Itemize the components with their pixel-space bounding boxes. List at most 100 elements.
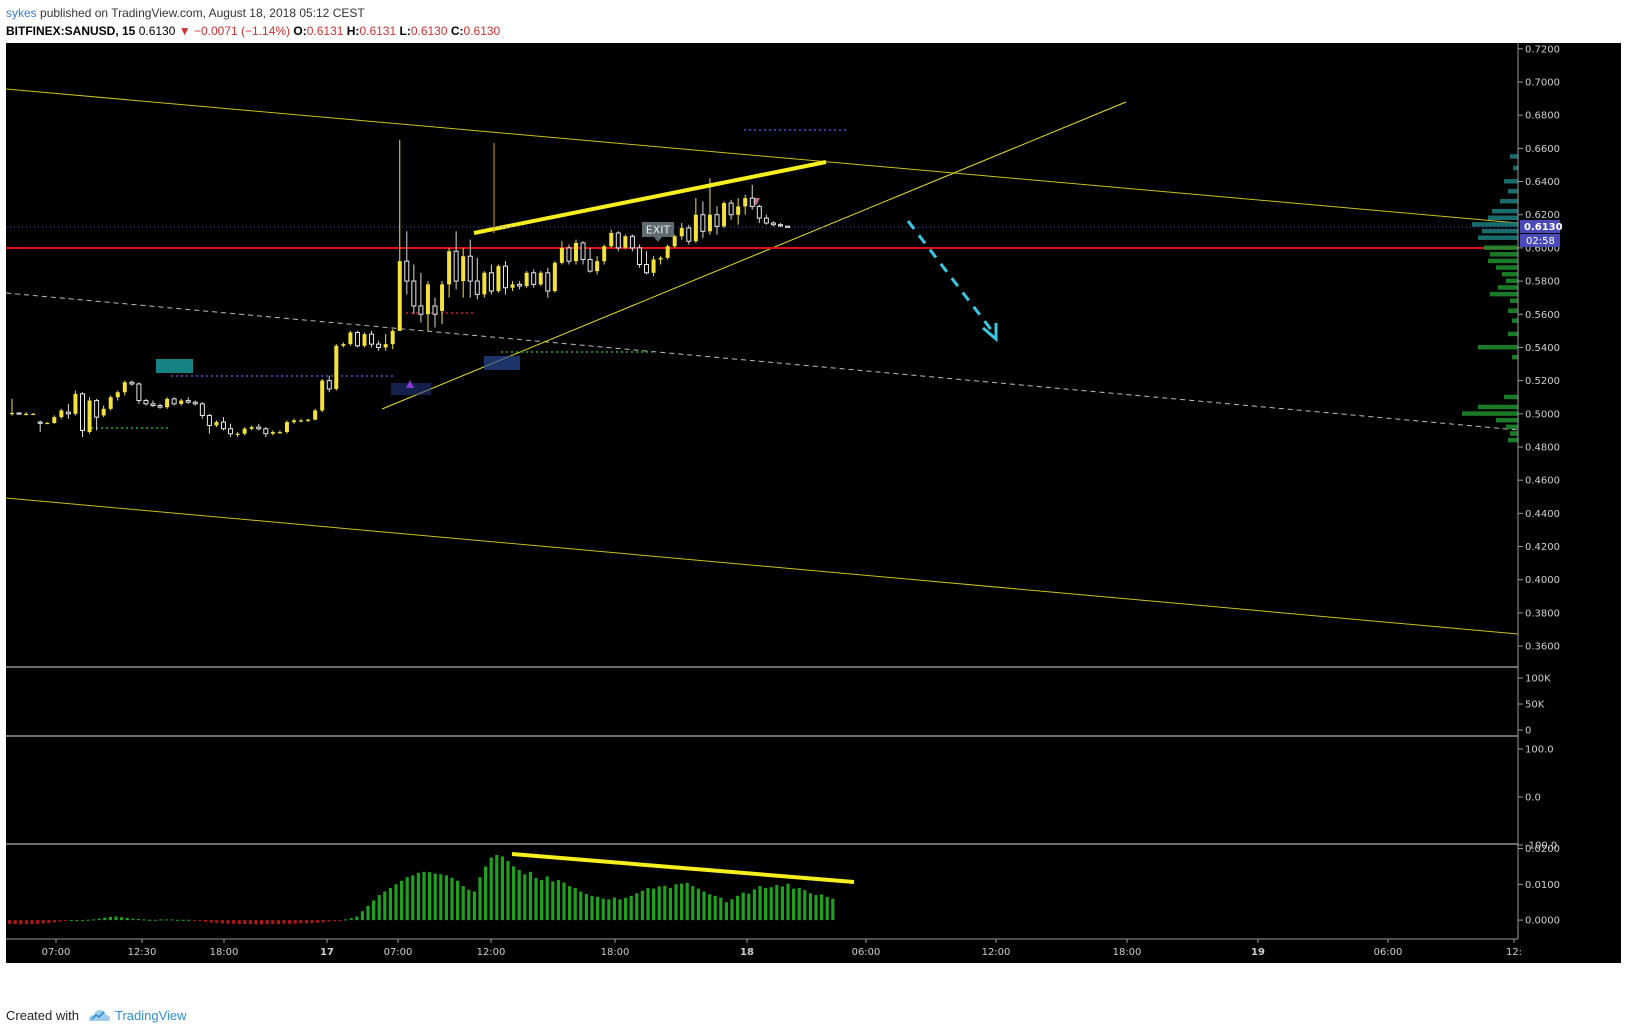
candle — [115, 390, 120, 401]
candle — [440, 281, 445, 325]
candle — [299, 418, 304, 423]
price-tick-label: 0.5400 — [1525, 343, 1560, 354]
candle — [510, 281, 515, 292]
volume-profile-bar — [1502, 271, 1518, 277]
histogram-bar — [170, 919, 174, 921]
histogram-bar — [260, 920, 264, 925]
candle-body — [728, 202, 734, 216]
candle — [348, 330, 353, 346]
histogram-bar — [668, 887, 672, 921]
histogram-bar — [825, 896, 829, 921]
teal-signal-box[interactable] — [156, 359, 193, 373]
histogram-bar — [528, 871, 532, 921]
histogram-pane[interactable] — [8, 855, 835, 925]
histogram-bar — [265, 920, 269, 925]
drawings-layer: EXIT — [6, 88, 1518, 635]
tradingview-logo-icon — [88, 1010, 110, 1021]
close-label: C: — [450, 24, 464, 38]
histogram-bar — [500, 856, 504, 921]
candle-body — [700, 214, 706, 232]
histogram-bar — [80, 920, 84, 922]
candle — [665, 244, 670, 260]
oscillator-tick-label: 100.0 — [1525, 745, 1554, 756]
histogram-bar — [299, 920, 303, 924]
candle-body — [192, 401, 198, 405]
forecast-arrow-line[interactable] — [906, 220, 998, 337]
countdown-badge-text: 02:58 — [1526, 236, 1555, 247]
candle-body — [242, 428, 247, 434]
histogram-bar — [573, 887, 577, 921]
channel-lower-line[interactable] — [6, 497, 1518, 635]
histogram-bar — [64, 920, 68, 922]
symbol-label[interactable]: BITFINEX:SANUSD, 15 — [6, 24, 136, 38]
blue-zone-box-mid — [484, 356, 520, 370]
exit-label[interactable]: EXIT — [642, 222, 674, 242]
publish-info: published on TradingView.com, August 18,… — [40, 6, 365, 20]
channel-mid-dashed-line[interactable] — [6, 292, 1518, 431]
candle-body — [679, 227, 684, 237]
channel-upper-line[interactable] — [6, 88, 1518, 224]
candle-body — [313, 410, 318, 420]
histogram-bar — [92, 919, 96, 921]
candle — [686, 224, 692, 245]
histogram-bar — [103, 917, 107, 921]
histogram-bar — [556, 880, 560, 921]
candle — [595, 256, 600, 275]
candle-body — [320, 380, 325, 411]
candle-body — [440, 284, 445, 311]
candle-body — [299, 420, 304, 422]
histogram-bar — [730, 899, 734, 921]
candle — [101, 405, 106, 418]
candle — [320, 378, 325, 413]
candle — [354, 330, 360, 348]
candle — [242, 427, 247, 436]
candle — [235, 432, 240, 438]
ohlc-values: O:0.6131 H:0.6131 L:0.6130 C:0.6130 — [293, 24, 500, 38]
histogram-bar — [439, 874, 443, 921]
candle-body — [10, 412, 14, 415]
candle — [228, 423, 234, 438]
tradingview-brand-link[interactable]: TradingView — [114, 1007, 187, 1023]
histogram-bar — [601, 898, 605, 921]
time-axis[interactable]: 07:00 12:30 18:00 17 07:00 12:00 18:00 18 06:00 1… — [42, 939, 1522, 958]
price-tick-label: 0.5800 — [1525, 277, 1560, 288]
author-link[interactable]: sykes — [6, 6, 37, 20]
histogram-bar — [41, 920, 45, 924]
candle — [45, 422, 50, 425]
candle — [453, 231, 459, 290]
histogram-bar — [484, 866, 488, 921]
candle-body — [65, 411, 71, 415]
candle-body — [397, 261, 402, 331]
candle-body — [651, 259, 656, 273]
histogram-bar — [400, 880, 404, 921]
chart-svg[interactable]: EXIT 0.7200 0.7000 0.6800 0.6600 0.6400 0.620… — [6, 43, 1621, 963]
candle — [672, 234, 677, 248]
candle-body — [348, 332, 353, 345]
candle — [770, 221, 776, 227]
candle-body — [179, 400, 184, 404]
histogram-bar — [433, 873, 437, 921]
histogram-bar — [680, 883, 684, 921]
candle — [37, 420, 43, 433]
candle — [397, 140, 402, 331]
candle — [313, 408, 318, 421]
price-axis[interactable]: 0.7200 0.7000 0.6800 0.6600 0.6400 0.6200 0.60… — [1518, 44, 1560, 653]
candle — [545, 267, 551, 298]
histogram-divergence-line[interactable] — [511, 852, 855, 884]
candle — [461, 247, 466, 298]
histogram-bar — [590, 895, 594, 921]
candle-body — [785, 225, 790, 228]
histogram-bar — [584, 894, 588, 921]
oscillator-tick-label: -100.0 — [1525, 841, 1557, 852]
candle — [425, 281, 430, 331]
candle — [503, 261, 508, 295]
rising-wedge-top-line[interactable] — [473, 160, 827, 235]
histogram-bar — [209, 920, 213, 923]
candle-body — [277, 432, 282, 434]
histogram-bar — [58, 920, 62, 922]
candle-body — [270, 432, 275, 434]
chart-area[interactable]: EXIT 0.7200 0.7000 0.6800 0.6600 0.6400 0.620… — [6, 43, 1621, 963]
candle — [65, 403, 71, 419]
time-tick-label: 19 — [1251, 947, 1265, 958]
histogram-bar — [383, 891, 387, 921]
